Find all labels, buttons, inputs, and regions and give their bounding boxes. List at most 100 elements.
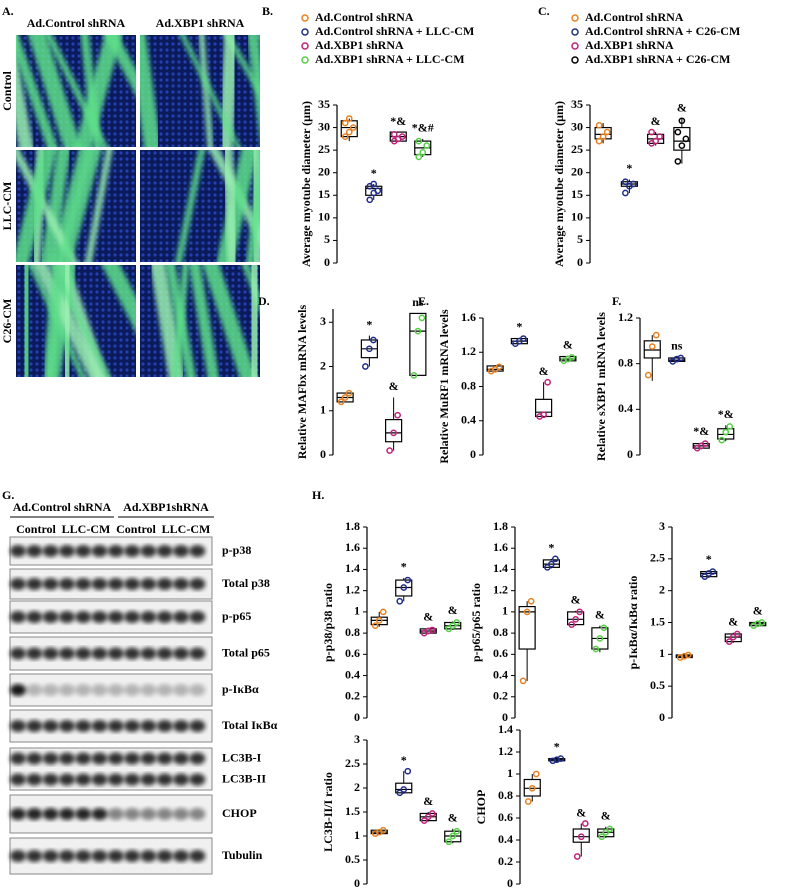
band [189, 578, 206, 590]
legend-marker [571, 14, 579, 22]
myotube [244, 265, 260, 377]
y-tick-label: 10 [318, 210, 330, 224]
data-point [676, 654, 684, 661]
data-point [680, 652, 688, 660]
panel-label: C. [538, 4, 550, 18]
y-tick-label: 5 [577, 232, 583, 246]
data-point [577, 833, 585, 841]
blot-label: Total p65 [222, 645, 270, 659]
y-axis-label: p-p38/p38 ratio [321, 583, 335, 662]
band [124, 752, 141, 765]
band [75, 808, 92, 820]
blot-label: LC3B-II [222, 771, 266, 785]
band [75, 773, 92, 786]
y-tick-label: 1.2 [345, 582, 360, 596]
blot [9, 636, 213, 671]
y-tick-label: 2 [659, 582, 665, 596]
myotube [57, 150, 102, 262]
significance: ns [412, 295, 424, 309]
band [75, 850, 92, 862]
band [173, 720, 189, 732]
band [75, 647, 92, 660]
band [189, 808, 206, 820]
band [42, 720, 59, 732]
band [75, 545, 92, 557]
data-point [733, 630, 741, 638]
data-point [553, 756, 561, 764]
data-point [410, 372, 418, 379]
data-point [415, 137, 423, 145]
y-tick-label: 1 [320, 403, 326, 417]
y-tick-label: 0 [507, 876, 513, 890]
band [26, 752, 43, 765]
data-point [374, 187, 382, 195]
data-point [677, 354, 685, 362]
blot [9, 600, 213, 634]
y-tick-label: 15 [318, 187, 330, 201]
band [91, 684, 108, 696]
data-point [419, 149, 427, 156]
y-tick-label: 2.5 [345, 756, 360, 770]
y-tick-label: 3 [659, 519, 665, 533]
data-point [754, 620, 762, 628]
y-tick-label: 3 [320, 314, 326, 328]
y-tick-label: 0.4 [498, 832, 513, 846]
y-tick-label: 0.8 [498, 788, 513, 802]
band [58, 684, 75, 696]
micrograph [140, 265, 260, 377]
y-tick-label: 2.5 [650, 551, 665, 565]
band [173, 647, 189, 660]
data-point [552, 555, 559, 563]
data-point [576, 608, 583, 616]
y-tick-label: 1.4 [493, 561, 508, 575]
data-point [453, 619, 461, 626]
data-point [674, 158, 682, 165]
y-tick-label: 0.8 [618, 355, 633, 369]
data-point [445, 838, 453, 846]
significance: * [516, 319, 522, 333]
y-tick-label: 20 [318, 164, 330, 178]
y-tick-label: 3 [354, 732, 360, 746]
micrograph [16, 150, 136, 262]
significance: * [554, 739, 560, 753]
band [124, 684, 141, 696]
significance: & [423, 794, 433, 808]
y-tick-label: 35 [571, 97, 583, 111]
data-point [606, 825, 614, 833]
box [409, 312, 427, 376]
y-tick-label: 1.5 [345, 804, 360, 818]
band [42, 611, 59, 623]
band [140, 647, 157, 660]
band [91, 578, 108, 590]
data-point [345, 389, 353, 397]
band [156, 850, 173, 862]
y-tick-label: 1.2 [461, 344, 476, 358]
data-point [396, 597, 404, 605]
panel-label: A. [2, 4, 14, 18]
myotube [16, 35, 58, 147]
band [42, 545, 59, 557]
y-tick-label: 1.8 [493, 519, 508, 533]
data-point [678, 142, 686, 149]
data-point [520, 335, 527, 342]
data-point [418, 314, 426, 322]
significance: & [448, 811, 458, 825]
data-point [375, 617, 383, 624]
data-point [519, 677, 527, 685]
band [124, 611, 141, 623]
band [58, 611, 75, 623]
y-tick-label: 1.4 [345, 561, 360, 575]
data-point [341, 394, 349, 401]
y-tick-label: 0.6 [498, 810, 513, 824]
y-axis-label: Relative sXBP1 mRNA levels [594, 312, 608, 461]
y-tick-label: 15 [571, 187, 583, 201]
data-point [674, 128, 682, 136]
data-point [595, 137, 603, 145]
data-point [718, 436, 726, 444]
band [58, 752, 75, 765]
condition-label: Control [116, 522, 156, 536]
box [518, 605, 536, 650]
legend-label: Ad.Control shRNA + C26-CM [585, 24, 740, 38]
band [124, 647, 141, 660]
